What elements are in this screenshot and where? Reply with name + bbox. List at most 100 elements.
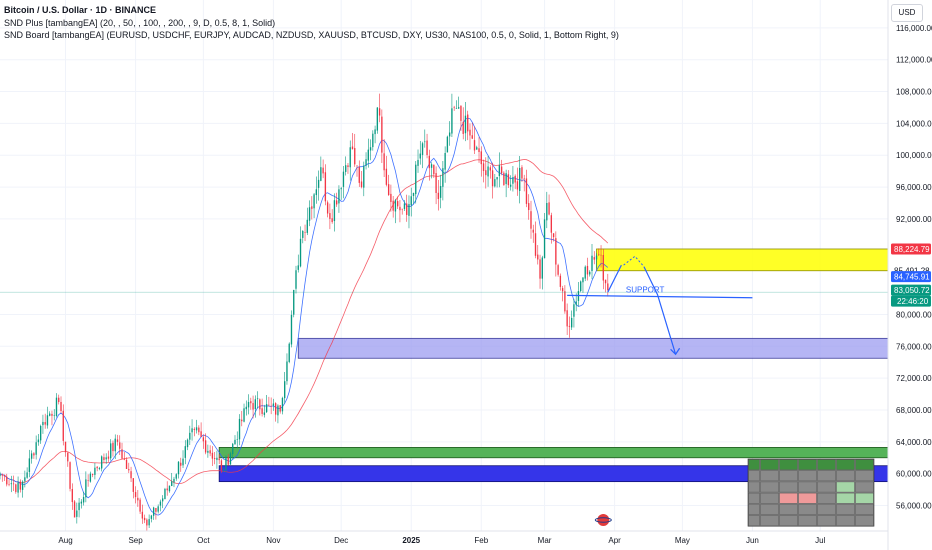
x-tick-label: Sep xyxy=(128,536,143,545)
candle-body xyxy=(76,510,78,517)
candle-body xyxy=(42,421,44,426)
symbol-title[interactable]: Bitcoin / U.S. Dollar · 1D · BINANCE xyxy=(4,5,157,15)
candle xyxy=(304,224,306,241)
candle xyxy=(557,263,559,277)
candle-body xyxy=(232,443,234,455)
candle xyxy=(602,249,604,290)
board-cell xyxy=(760,470,779,481)
candle xyxy=(487,155,489,187)
candle-body xyxy=(390,193,392,202)
board-frame xyxy=(747,458,875,527)
board-cell xyxy=(798,481,817,493)
candle-body xyxy=(272,403,275,406)
candle xyxy=(315,176,318,204)
candle xyxy=(6,473,8,487)
price-tag-label: 84,745.91 xyxy=(894,273,930,282)
candle xyxy=(397,196,399,209)
candle xyxy=(105,453,107,464)
candle xyxy=(442,160,444,201)
board-cell xyxy=(855,493,874,504)
candle-body xyxy=(128,469,130,471)
x-tick-label: Oct xyxy=(197,536,210,545)
candle-body xyxy=(548,202,550,215)
candle xyxy=(259,398,261,416)
x-tick-label: Jun xyxy=(746,536,759,545)
candle xyxy=(302,230,304,244)
candle xyxy=(0,471,1,480)
countdown-label: 22:46:20 xyxy=(897,297,929,306)
candle xyxy=(24,470,26,488)
candle-body xyxy=(157,506,159,512)
candle xyxy=(401,208,403,215)
candle xyxy=(107,450,110,462)
candle xyxy=(19,479,22,493)
indicator-snd-plus[interactable]: SND Plus [tambangEA] (20, , 50, , 100, ,… xyxy=(4,17,276,28)
board-cell xyxy=(817,459,836,470)
candle xyxy=(26,467,28,479)
candle-body xyxy=(598,254,600,256)
candle-body xyxy=(338,189,340,204)
candle-body xyxy=(582,277,584,283)
candle-body xyxy=(195,427,198,431)
candle-body xyxy=(498,165,501,177)
candle xyxy=(430,162,433,179)
candle xyxy=(299,226,302,268)
candle-body xyxy=(37,439,40,443)
candle xyxy=(71,483,73,510)
board-cell xyxy=(748,504,760,515)
candle-body xyxy=(489,167,491,171)
candle xyxy=(162,495,164,509)
candle-body xyxy=(428,155,430,169)
candle-body xyxy=(439,186,442,198)
candle xyxy=(308,200,311,227)
candle-body xyxy=(191,428,193,433)
board-cell xyxy=(817,504,836,515)
candle-body xyxy=(82,496,85,503)
candle xyxy=(270,397,272,415)
candle xyxy=(467,110,469,141)
y-tick-label: 68,000.00 xyxy=(896,406,932,415)
candle-body xyxy=(580,281,582,291)
board-cell xyxy=(760,481,779,493)
candle-body xyxy=(270,405,272,407)
candle-body xyxy=(349,147,351,168)
candle-body xyxy=(512,177,514,184)
indicator-snd-board[interactable]: SND Board [tambangEA] (EURUSD, USDCHF, E… xyxy=(4,30,619,40)
y-tick-label: 72,000.00 xyxy=(896,374,932,383)
candle xyxy=(378,93,381,123)
candle-body xyxy=(487,166,489,177)
candle-body xyxy=(478,148,480,153)
candle xyxy=(514,174,516,190)
candle xyxy=(453,105,455,111)
candle xyxy=(358,160,360,187)
candle-body xyxy=(532,229,534,233)
candle-body xyxy=(543,219,546,259)
candle-body xyxy=(372,133,374,148)
candle xyxy=(290,310,293,348)
candle-body xyxy=(591,255,593,272)
candle-body xyxy=(152,507,155,516)
candle xyxy=(277,404,279,424)
candle xyxy=(383,139,385,177)
candle-body xyxy=(408,204,410,216)
y-tick-label: 100,000.00 xyxy=(896,151,932,160)
candle xyxy=(573,298,575,328)
candle-body xyxy=(446,136,449,153)
candle xyxy=(500,159,503,176)
candle xyxy=(439,174,442,209)
candle-body xyxy=(60,401,62,412)
candle xyxy=(245,400,247,416)
board-cell xyxy=(748,481,760,493)
candle-body xyxy=(473,140,476,151)
candle xyxy=(62,404,64,446)
candle xyxy=(419,140,421,165)
candle-body xyxy=(286,361,288,382)
candle xyxy=(311,196,313,220)
candle-body xyxy=(376,107,379,131)
board-cell xyxy=(798,459,817,470)
currency-button[interactable]: USD xyxy=(891,4,923,22)
candle xyxy=(505,169,507,198)
candle xyxy=(173,476,175,488)
candle-body xyxy=(243,408,245,422)
